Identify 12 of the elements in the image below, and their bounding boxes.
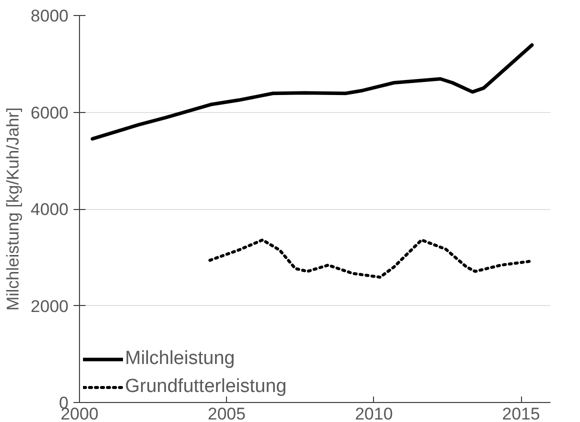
line-series <box>208 238 532 279</box>
x-tick-label: 2015 <box>502 404 540 422</box>
y-tick-label: 8000 <box>30 6 69 26</box>
x-tick-label: 2005 <box>208 404 246 422</box>
line-series <box>90 43 534 141</box>
x-tick-label: 2010 <box>354 404 393 422</box>
legend-label: Grundfutterleistung <box>125 376 287 398</box>
y-axis-title: Milchleistung [kg/Kuh/Jahr] <box>4 107 23 311</box>
legend-label: Milchleistung <box>125 348 235 370</box>
y-tick-label: 6000 <box>30 103 69 122</box>
y-tick-label: 2000 <box>30 296 69 316</box>
y-tick-label: 4000 <box>30 200 69 219</box>
